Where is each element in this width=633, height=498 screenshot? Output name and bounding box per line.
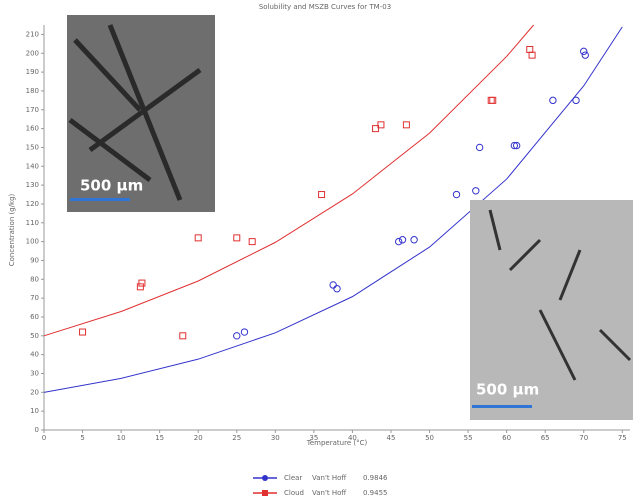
data-point (180, 333, 186, 339)
y-tick-label: 40 (30, 351, 39, 359)
x-tick-label: 40 (348, 434, 357, 442)
data-point (403, 122, 409, 128)
data-point (334, 286, 340, 292)
x-tick-label: 10 (117, 434, 126, 442)
data-point (249, 239, 255, 245)
y-tick-label: 210 (26, 30, 39, 38)
scale-bar (70, 198, 130, 201)
x-tick-label: 30 (271, 434, 280, 442)
y-tick-label: 170 (26, 106, 39, 114)
scale-label: 500 µm (80, 177, 143, 195)
data-point (395, 238, 401, 244)
data-point (473, 188, 479, 194)
y-tick-label: 60 (30, 313, 39, 321)
data-point (241, 329, 247, 335)
y-tick-label: 0 (35, 426, 39, 434)
data-point (399, 237, 405, 243)
chart-title: Solubility and MSZB Curves for TM-03 (259, 3, 391, 11)
legend-fit: Van't Hoff (312, 474, 346, 482)
legend-r2: 0.9846 (363, 474, 388, 482)
y-tick-label: 80 (30, 275, 39, 283)
x-tick-label: 55 (464, 434, 473, 442)
data-point (550, 97, 556, 103)
legend-marker (262, 475, 268, 481)
scale-label: 500 µm (476, 381, 539, 399)
y-tick-label: 70 (30, 294, 39, 302)
data-point (490, 97, 496, 103)
data-point (80, 329, 86, 335)
x-tick-label: 5 (80, 434, 84, 442)
y-tick-label: 160 (26, 125, 39, 133)
x-tick-label: 20 (194, 434, 203, 442)
y-tick-label: 90 (30, 256, 39, 264)
y-tick-label: 200 (26, 49, 39, 57)
data-point (582, 52, 588, 58)
y-tick-label: 100 (26, 238, 39, 246)
legend-label: Cloud (284, 489, 304, 497)
scale-bar (472, 405, 532, 408)
legend-fit: Van't Hoff (312, 489, 346, 497)
data-point (581, 48, 587, 54)
data-point (195, 235, 201, 241)
y-tick-label: 150 (26, 143, 39, 151)
data-point (137, 284, 143, 290)
x-tick-label: 35 (309, 434, 318, 442)
data-point (234, 235, 240, 241)
x-tick-label: 75 (618, 434, 627, 442)
inset-micrograph: 500 µm (470, 200, 633, 420)
data-point (411, 237, 417, 243)
legend-marker (262, 490, 268, 496)
y-tick-label: 30 (30, 369, 39, 377)
legend-label: Clear (284, 474, 302, 482)
y-tick-label: 120 (26, 200, 39, 208)
data-point (488, 97, 494, 103)
y-tick-label: 130 (26, 181, 39, 189)
y-tick-label: 20 (30, 388, 39, 396)
y-axis-label: Concentration (g/kg) (8, 193, 16, 266)
data-point (527, 46, 533, 52)
data-point (330, 282, 336, 288)
data-point (529, 52, 535, 58)
y-tick-label: 50 (30, 332, 39, 340)
x-tick-label: 0 (42, 434, 46, 442)
legend-r2: 0.9455 (363, 489, 388, 497)
chart: Solubility and MSZB Curves for TM-03 Tem… (0, 0, 633, 498)
x-tick-label: 15 (155, 434, 164, 442)
data-point (476, 144, 482, 150)
data-point (139, 280, 145, 286)
data-point (319, 192, 325, 198)
x-tick-label: 60 (502, 434, 511, 442)
y-tick-label: 140 (26, 162, 39, 170)
y-tick-label: 10 (30, 407, 39, 415)
data-point (234, 333, 240, 339)
y-tick-label: 180 (26, 87, 39, 95)
x-tick-label: 25 (232, 434, 241, 442)
x-tick-label: 70 (579, 434, 588, 442)
inset-micrograph: 500 µm (67, 15, 215, 212)
x-tick-label: 50 (425, 434, 434, 442)
x-tick-label: 45 (387, 434, 396, 442)
data-point (573, 97, 579, 103)
y-tick-label: 190 (26, 68, 39, 76)
data-point (453, 191, 459, 197)
y-tick-label: 110 (26, 219, 39, 227)
x-tick-label: 65 (541, 434, 550, 442)
